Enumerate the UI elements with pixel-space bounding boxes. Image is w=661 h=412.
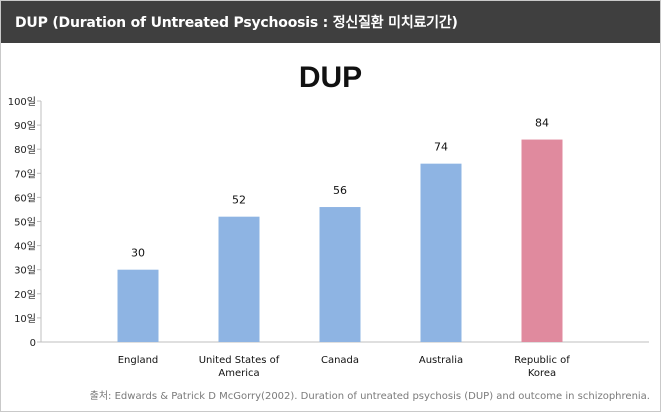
bar-united-states-of-america: [218, 216, 260, 342]
x-tick-label: Republic of Korea: [514, 355, 570, 379]
y-tick-label: 20일: [14, 289, 36, 301]
y-tick-label: 50일: [14, 217, 36, 229]
bar-england: [117, 269, 159, 342]
y-tick-label: 80일: [14, 144, 36, 156]
y-tick-label: 70일: [14, 168, 36, 180]
x-tick-label: England: [118, 355, 159, 366]
data-label: 74: [434, 141, 448, 154]
data-label: 52: [232, 194, 246, 207]
y-tick-label: 0: [30, 338, 36, 349]
data-label: 84: [535, 117, 549, 130]
chart-title: DUP: [298, 61, 363, 94]
x-tick-label: United States of America: [199, 355, 280, 379]
y-tick-label: 100일: [8, 96, 36, 108]
x-tick-label: Canada: [321, 355, 359, 366]
header-bar: DUP (Duration of Untreated Psychoosis : …: [1, 1, 660, 43]
bar-republic-of-korea: [521, 139, 563, 342]
x-tick-label: Australia: [419, 355, 463, 366]
y-tick-label: 40일: [14, 241, 36, 253]
data-label: 30: [131, 247, 145, 260]
y-tick-label: 10일: [14, 313, 36, 325]
y-tick-label: 30일: [14, 265, 36, 277]
y-tick-label: 90일: [14, 120, 36, 132]
source-citation: 출처: Edwards & Patrick D McGorry(2002). D…: [89, 391, 650, 402]
data-label: 56: [333, 184, 347, 197]
bar-australia: [420, 163, 462, 342]
y-tick-label: 60일: [14, 192, 36, 204]
bar-canada: [319, 207, 361, 342]
header-title: DUP (Duration of Untreated Psychoosis : …: [15, 15, 458, 31]
